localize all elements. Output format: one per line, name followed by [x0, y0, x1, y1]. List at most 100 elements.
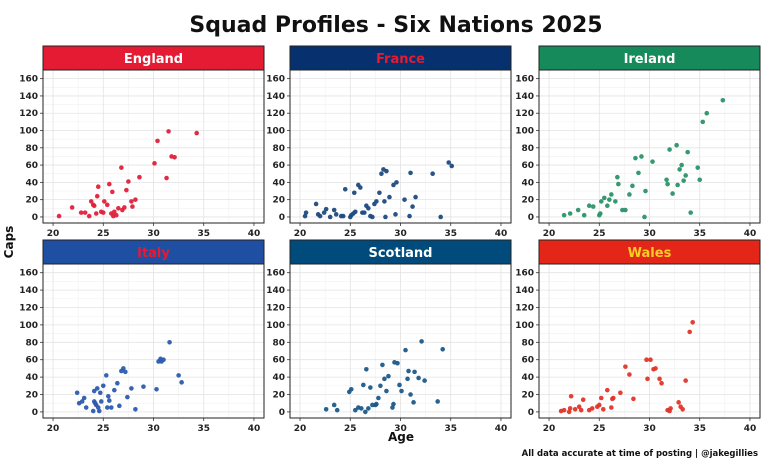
data-point-italy: [104, 405, 110, 410]
strip-label-ireland: Ireland: [624, 52, 676, 67]
x-tick-label: 40: [248, 229, 261, 239]
data-point-wales: [568, 393, 574, 399]
data-point-scotland: [323, 406, 329, 412]
y-tick-label: 20: [272, 391, 285, 401]
y-axis-title: Caps: [2, 226, 16, 259]
data-point-wales: [627, 372, 632, 377]
data-point-ireland: [650, 159, 655, 164]
data-point-england: [78, 210, 84, 215]
y-tick-label: 40: [272, 373, 285, 383]
data-point-wales: [611, 395, 616, 401]
data-point-scotland: [440, 346, 445, 352]
data-point-italy: [161, 357, 166, 363]
data-point-wales: [576, 404, 582, 409]
data-point-ireland: [665, 181, 670, 187]
data-point-scotland: [382, 376, 387, 382]
x-tick-label: 35: [197, 229, 210, 239]
data-point-ireland: [630, 183, 635, 189]
data-point-ireland: [685, 149, 690, 155]
data-point-scotland: [422, 378, 427, 383]
data-point-italy: [90, 408, 96, 414]
data-point-ireland: [590, 204, 596, 209]
panel-border-ireland: [538, 69, 761, 224]
data-point-wales: [653, 366, 658, 371]
data-point-italy: [112, 387, 117, 393]
data-point-wales: [596, 402, 602, 408]
data-point-england: [82, 210, 88, 215]
data-point-wales: [676, 400, 681, 405]
panel-border-england: [42, 69, 265, 224]
data-point-england: [133, 197, 138, 202]
data-point-scotland: [380, 362, 385, 368]
data-point-ireland: [598, 199, 604, 204]
x-tick-label: 25: [344, 424, 357, 434]
data-point-scotland: [419, 339, 424, 344]
data-point-scotland: [386, 373, 391, 379]
data-point-scotland: [411, 400, 416, 405]
data-point-scotland: [376, 395, 381, 401]
x-tick-label: 40: [248, 424, 261, 434]
data-point-scotland: [368, 385, 373, 390]
data-point-wales: [605, 387, 610, 393]
strip-label-italy: Italy: [137, 246, 170, 261]
data-point-wales: [578, 407, 584, 413]
data-point-england: [122, 205, 127, 210]
data-point-scotland: [403, 347, 408, 353]
data-point-wales: [687, 329, 692, 335]
data-point-scotland: [405, 376, 410, 382]
data-point-england: [116, 206, 121, 211]
data-point-italy: [103, 373, 109, 378]
data-point-italy: [179, 380, 184, 385]
data-point-wales: [680, 406, 685, 412]
panel-italy: Italy 0 20 40 60 80 100 120 140 160 20 25 30 35 40: [19, 239, 265, 434]
data-point-france: [321, 210, 327, 215]
data-point-france: [430, 171, 435, 177]
panel-scotland: Scotland 0 20 40 60 80 100 120 140 160 20 25 30 35 40: [266, 239, 512, 434]
data-point-france: [313, 201, 319, 207]
y-tick-label: 40: [25, 373, 38, 383]
data-point-wales: [567, 406, 573, 411]
x-tick-label: 35: [693, 424, 706, 434]
y-tick-label: 160: [266, 75, 285, 85]
chart-title: Squad Profiles - Six Nations 2025: [189, 13, 602, 38]
data-point-ireland: [677, 167, 682, 172]
x-tick-label: 35: [444, 424, 457, 434]
y-tick-label: 80: [272, 144, 285, 154]
data-point-italy: [125, 394, 130, 400]
y-tick-label: 120: [515, 304, 534, 314]
x-tick-label: 35: [444, 229, 457, 239]
data-point-ireland: [681, 178, 686, 183]
data-point-england: [172, 155, 177, 160]
y-tick-label: 0: [279, 213, 285, 223]
y-tick-label: 80: [25, 144, 38, 154]
x-tick-label: 30: [643, 229, 656, 239]
y-tick-label: 140: [515, 92, 534, 102]
x-tick-label: 30: [147, 424, 160, 434]
y-tick-label: 20: [25, 391, 38, 401]
data-point-france: [323, 206, 329, 212]
data-point-ireland: [697, 177, 703, 183]
data-point-england: [126, 179, 131, 184]
data-point-scotland: [390, 405, 395, 410]
data-point-wales: [623, 364, 628, 369]
data-point-scotland: [397, 382, 402, 388]
y-tick-label: 0: [279, 408, 285, 418]
data-point-scotland: [363, 409, 368, 415]
data-point-italy: [115, 380, 120, 386]
data-point-ireland: [615, 174, 620, 180]
data-point-france: [408, 170, 413, 176]
data-point-france: [387, 194, 392, 200]
data-point-ireland: [674, 142, 679, 148]
data-point-italy: [129, 386, 134, 391]
y-tick-label: 120: [266, 304, 285, 314]
y-tick-label: 160: [266, 269, 285, 279]
data-point-england: [137, 174, 142, 180]
data-point-italy: [97, 390, 103, 396]
data-point-wales: [657, 376, 662, 382]
data-point-england: [194, 130, 199, 136]
x-tick-label: 25: [593, 424, 606, 434]
x-tick-label: 20: [543, 229, 556, 239]
data-point-italy: [121, 366, 126, 371]
data-point-france: [331, 207, 337, 213]
data-point-wales: [609, 405, 614, 410]
